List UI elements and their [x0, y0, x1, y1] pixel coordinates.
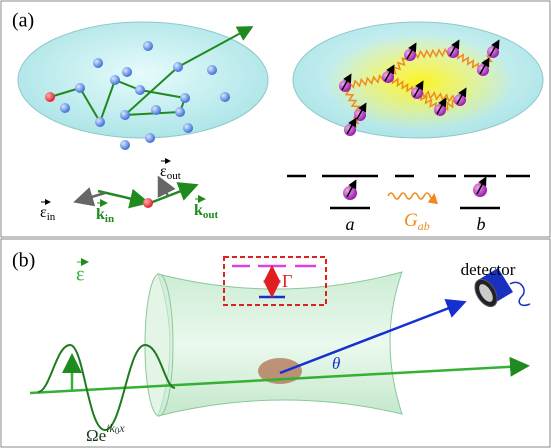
- spin: [356, 102, 367, 120]
- spin: [456, 87, 467, 105]
- panel-a-frame: [0, 0, 551, 238]
- atom: [122, 67, 132, 77]
- propagation-axis: [29, 356, 530, 395]
- atom: [93, 58, 103, 68]
- atom: [45, 92, 55, 102]
- coupling-wave: [387, 192, 438, 205]
- atom: [175, 107, 185, 117]
- two-level-system: [232, 264, 316, 299]
- panel-label: (a): [12, 10, 34, 32]
- atom: [143, 198, 153, 208]
- tube-end: [144, 273, 174, 417]
- spin: [489, 39, 500, 57]
- atom: [180, 93, 190, 103]
- eps-in-label: εin: [40, 204, 56, 223]
- spin: [346, 117, 357, 135]
- glow: [325, 34, 515, 130]
- atom: [60, 103, 70, 113]
- spin: [436, 97, 447, 115]
- spin: [413, 80, 424, 98]
- polarization-label: ε: [76, 264, 84, 286]
- k-out-label: kout: [194, 202, 219, 221]
- drive-wave: [37, 343, 176, 432]
- spin: [479, 57, 490, 75]
- panel-b-frame: [0, 238, 551, 448]
- atom: [143, 41, 153, 51]
- level-label: a: [346, 214, 355, 234]
- path-segment: [124, 66, 179, 116]
- k-out-arrow: [149, 182, 199, 205]
- atom: [120, 110, 130, 120]
- k-in-label: kin: [96, 206, 114, 225]
- coupling-wave: [409, 47, 454, 60]
- path-segment: [139, 89, 186, 99]
- spin: [384, 64, 395, 82]
- correlated-atoms: [325, 34, 515, 136]
- angle-label: θ: [332, 354, 340, 373]
- atom: [173, 62, 183, 72]
- scattering-path: [45, 26, 254, 150]
- level-label: b: [477, 214, 486, 234]
- spin: [449, 39, 460, 57]
- detector-label: detector: [461, 260, 516, 279]
- path-segment: [49, 87, 81, 98]
- atom: [183, 123, 193, 133]
- atom: [75, 83, 85, 93]
- eps-out-arrow: [157, 175, 176, 198]
- path-segment: [99, 79, 116, 123]
- atom: [135, 85, 145, 95]
- path-segment: [177, 26, 254, 68]
- drive-label: Ωeik0x: [86, 421, 125, 445]
- coupling-wave: [344, 72, 389, 91]
- spin: [406, 42, 417, 60]
- level-box: [223, 256, 327, 306]
- spin: [341, 73, 352, 91]
- beam-tube: [157, 271, 403, 417]
- panel-label: (b): [12, 250, 35, 272]
- coupling-label: Gab: [404, 210, 430, 232]
- atom: [95, 117, 105, 127]
- atom: [207, 65, 217, 75]
- atom: [145, 133, 155, 143]
- atom: [343, 186, 357, 200]
- coupling-wave: [416, 89, 461, 104]
- energy-levels: [287, 174, 530, 210]
- k-in-arrow: [97, 188, 150, 209]
- path-segment: [79, 87, 101, 123]
- spin: [476, 176, 487, 195]
- decay-label: Γ: [282, 271, 292, 291]
- atom: [110, 75, 120, 85]
- detector-icon: [474, 268, 531, 308]
- atom: [220, 92, 230, 102]
- atom: [151, 105, 161, 115]
- atom: [120, 140, 130, 150]
- eps-out-label: εout: [160, 163, 181, 182]
- eps-in-arrow: [73, 187, 106, 207]
- spin: [346, 179, 357, 198]
- atom: [473, 183, 487, 197]
- emission-arrow: [279, 299, 467, 375]
- atom-cloud: [258, 358, 302, 384]
